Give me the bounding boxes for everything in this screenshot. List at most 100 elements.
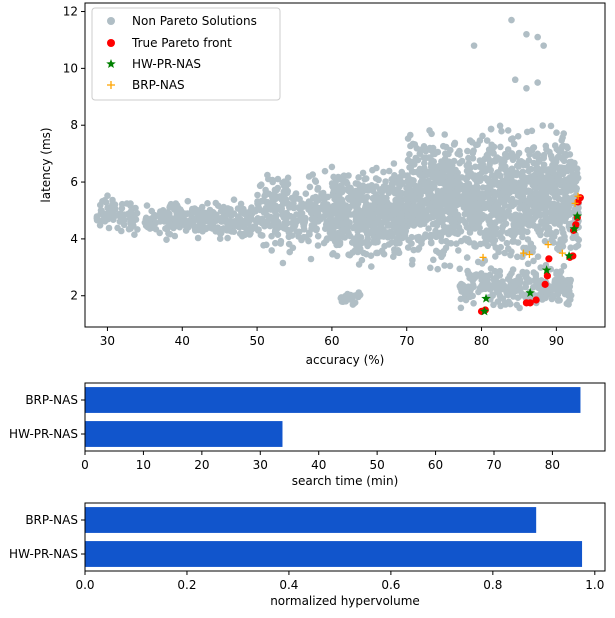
non-pareto-point — [423, 154, 430, 162]
non-pareto-point — [481, 165, 489, 172]
non-pareto-point — [422, 147, 430, 155]
non-pareto-point — [366, 218, 373, 225]
non-pareto-point — [523, 84, 530, 92]
non-pareto-point — [121, 216, 128, 224]
non-pareto-point — [264, 198, 271, 206]
legend-marker-hw-pr-nas — [106, 59, 116, 69]
non-pareto-point — [239, 232, 246, 240]
non-pareto-point — [532, 272, 540, 280]
non-pareto-point — [448, 228, 455, 236]
non-pareto-point — [528, 147, 536, 154]
non-pareto-point — [105, 208, 113, 216]
non-pareto-point — [390, 160, 398, 167]
non-pareto-point — [445, 239, 452, 247]
non-pareto-point — [309, 171, 317, 178]
non-pareto-point — [286, 248, 294, 256]
non-pareto-point — [438, 170, 445, 177]
non-pareto-point — [562, 286, 569, 294]
non-pareto-point — [575, 236, 583, 244]
bar-hw-pr-nas — [85, 421, 283, 447]
non-pareto-point — [456, 227, 463, 235]
non-pareto-point — [554, 245, 561, 252]
non-pareto-point — [486, 286, 494, 293]
non-pareto-point — [354, 227, 362, 235]
non-pareto-point — [548, 236, 555, 244]
non-pareto-point — [553, 129, 560, 136]
x-tick-label: 0.8 — [483, 578, 502, 592]
non-pareto-point — [530, 175, 538, 182]
non-pareto-point — [470, 173, 478, 180]
non-pareto-point — [498, 235, 506, 242]
non-pareto-point — [268, 232, 275, 240]
non-pareto-point — [498, 190, 505, 198]
non-pareto-point — [502, 153, 509, 160]
non-pareto-point — [470, 42, 478, 49]
non-pareto-point — [504, 127, 512, 134]
hw-pr-nas-point — [564, 250, 574, 260]
non-pareto-point — [539, 122, 546, 129]
non-pareto-point — [413, 145, 421, 152]
non-pareto-point — [517, 285, 524, 293]
non-pareto-point — [496, 122, 504, 130]
non-pareto-point — [257, 231, 265, 239]
non-pareto-point — [391, 249, 398, 256]
non-pareto-point — [161, 218, 168, 225]
non-pareto-point — [351, 299, 359, 306]
non-pareto-point — [146, 220, 153, 227]
non-pareto-point — [100, 212, 108, 220]
non-pareto-point — [540, 189, 548, 196]
non-pareto-point — [256, 198, 263, 206]
non-pareto-point — [468, 214, 475, 221]
non-pareto-point — [497, 229, 504, 237]
non-pareto-point — [330, 233, 337, 241]
non-pareto-point — [382, 178, 389, 185]
non-pareto-point — [120, 221, 128, 229]
non-pareto-point — [555, 195, 562, 202]
non-pareto-point — [454, 187, 461, 195]
non-pareto-point — [523, 30, 530, 38]
non-pareto-point — [384, 187, 392, 195]
legend-label-true-pareto: True Pareto front — [131, 36, 232, 50]
non-pareto-point — [274, 218, 282, 226]
non-pareto-point — [260, 242, 267, 249]
hw-pr-nas-point — [479, 306, 490, 316]
non-pareto-point — [457, 304, 465, 312]
non-pareto-point — [312, 193, 320, 201]
true-pareto-point — [526, 299, 534, 307]
non-pareto-point — [458, 157, 466, 165]
hw-pr-nas-point — [572, 211, 583, 221]
non-pareto-point — [271, 186, 279, 194]
non-pareto-point — [184, 197, 192, 205]
non-pareto-point — [518, 229, 525, 236]
non-pareto-point — [427, 190, 434, 197]
non-pareto-point — [288, 219, 296, 227]
non-pareto-point — [437, 179, 445, 186]
non-pareto-point — [459, 281, 467, 289]
non-pareto-point — [534, 253, 542, 260]
non-pareto-point — [465, 154, 472, 162]
non-pareto-point — [489, 158, 497, 165]
non-pareto-point — [514, 133, 522, 140]
non-pareto-point — [466, 137, 474, 144]
non-pareto-point — [385, 167, 393, 175]
non-pareto-point — [471, 274, 479, 282]
non-pareto-point — [514, 253, 521, 261]
non-pareto-point — [241, 224, 248, 231]
non-pareto-point — [408, 261, 416, 268]
non-pareto-point — [472, 141, 480, 149]
non-pareto-point — [413, 188, 420, 195]
non-pareto-point — [123, 200, 131, 207]
non-pareto-point — [338, 213, 346, 221]
non-pareto-point — [372, 175, 380, 182]
non-pareto-point — [459, 216, 467, 224]
non-pareto-point — [267, 213, 274, 221]
non-pareto-point — [511, 217, 518, 224]
non-pareto-point — [448, 159, 456, 166]
non-pareto-point — [369, 229, 376, 237]
non-pareto-point — [363, 250, 370, 258]
non-pareto-point — [235, 220, 243, 228]
non-pareto-point — [406, 151, 413, 158]
scatter-x-tick-label: 30 — [100, 334, 115, 348]
non-pareto-point — [534, 33, 541, 41]
non-pareto-point — [346, 232, 354, 240]
